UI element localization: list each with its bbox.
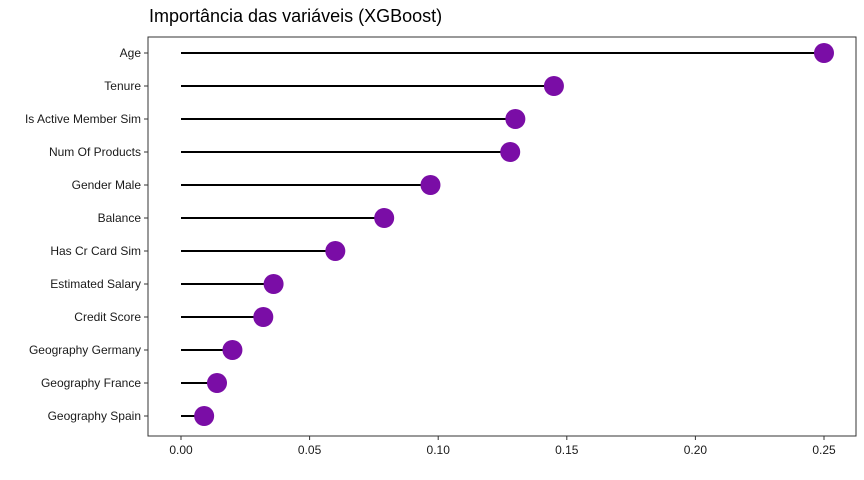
y-tick-label: Geography Germany (29, 343, 141, 357)
y-tick-label: Age (120, 46, 142, 60)
y-tick-label: Balance (98, 211, 142, 225)
y-tick-label: Gender Male (72, 178, 142, 192)
y-tick-label: Num Of Products (49, 145, 141, 159)
lollipop-point (263, 274, 284, 294)
y-tick-label: Estimated Salary (50, 277, 141, 291)
y-tick-label: Tenure (104, 79, 141, 93)
y-tick-label: Has Cr Card Sim (50, 244, 141, 258)
lollipop-point (500, 142, 521, 162)
lollipop-point (420, 175, 441, 195)
lollipop-point (253, 307, 274, 327)
y-tick-label: Credit Score (74, 310, 141, 324)
lollipop-point (814, 43, 834, 63)
x-tick-label: 0.10 (427, 443, 451, 457)
lollipop-point (505, 109, 526, 129)
lollipop-point (222, 340, 243, 360)
y-tick-label: Geography France (41, 376, 141, 390)
y-tick-label: Is Active Member Sim (25, 112, 141, 126)
lollipop-point (194, 406, 215, 426)
lollipop-point (374, 208, 395, 228)
lollipop-point (207, 373, 228, 393)
x-tick-label: 0.15 (555, 443, 579, 457)
lollipop-point (325, 241, 346, 261)
x-tick-label: 0.00 (169, 443, 193, 457)
x-tick-label: 0.05 (298, 443, 322, 457)
lollipop-point (543, 76, 564, 96)
chart-title: Importância das variáveis (XGBoost) (149, 6, 443, 26)
x-tick-label: 0.20 (684, 443, 708, 457)
y-tick-label: Geography Spain (48, 409, 141, 423)
plot-panel-border (147, 36, 857, 437)
x-tick-label: 0.25 (812, 443, 836, 457)
